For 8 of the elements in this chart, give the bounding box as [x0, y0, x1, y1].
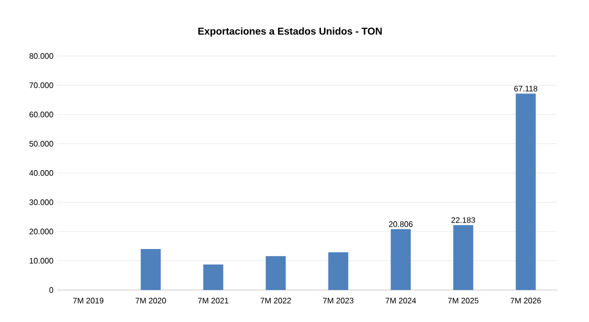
- bar: [203, 264, 224, 290]
- bar: [266, 256, 286, 290]
- bar: [390, 229, 411, 290]
- bar: [453, 225, 474, 290]
- bar: [328, 252, 348, 290]
- bar: [140, 249, 161, 290]
- bar: [516, 94, 536, 290]
- chart-title: Exportaciones a Estados Unidos - TON: [198, 27, 382, 37]
